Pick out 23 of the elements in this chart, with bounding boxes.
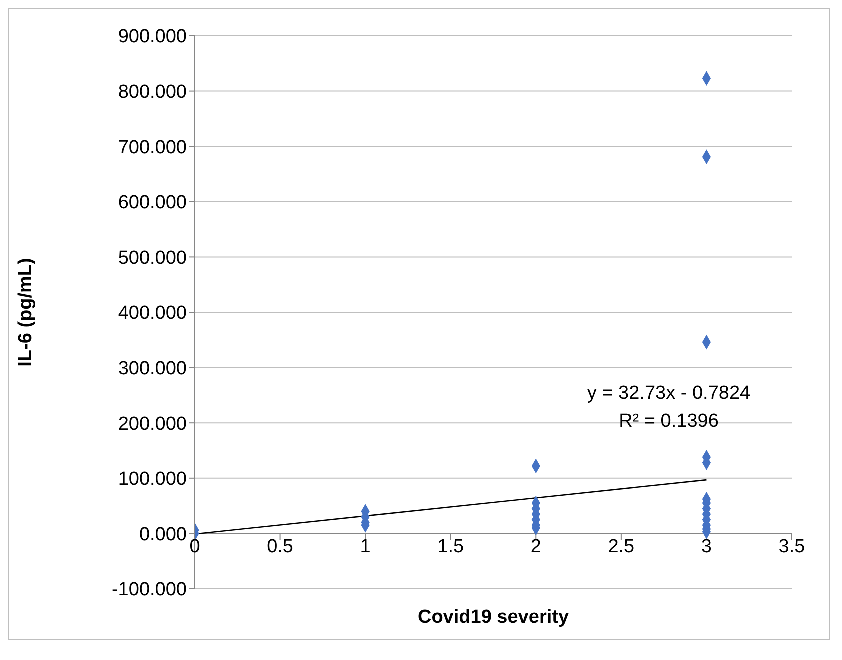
y-axis-title: IL-6 (pg/mL): [16, 258, 37, 367]
y-tick-label: 0.000: [139, 524, 187, 546]
y-tick-label: 800.000: [118, 82, 187, 104]
y-tick-label: 700.000: [118, 137, 187, 158]
x-tick-label: 1: [360, 536, 371, 558]
y-tick-label: -100.000: [112, 580, 187, 601]
y-tick-label: 600.000: [118, 192, 187, 214]
x-axis-title: Covid19 severity: [418, 607, 570, 628]
y-tick-label: 500.000: [118, 248, 187, 269]
x-tick-label: 0.5: [267, 536, 294, 558]
x-tick-label: 2: [530, 536, 542, 558]
x-tick-label: 1.5: [438, 536, 464, 558]
x-tick-label: 3.5: [778, 536, 806, 558]
y-tick-label: 200.000: [118, 414, 187, 435]
x-tick-label: 3: [701, 536, 712, 558]
y-tick-label: 300.000: [118, 358, 187, 380]
y-tick-label: 900.000: [118, 26, 187, 48]
annotation: y = 32.73x - 0.7824: [586, 383, 752, 405]
y-tick-label: 400.000: [118, 303, 187, 324]
annotation: R² = 0.1396: [618, 411, 720, 433]
x-tick-label: 2.5: [608, 536, 635, 558]
x-tick-label: 0: [190, 536, 200, 558]
y-tick-label: 100.000: [118, 469, 187, 490]
